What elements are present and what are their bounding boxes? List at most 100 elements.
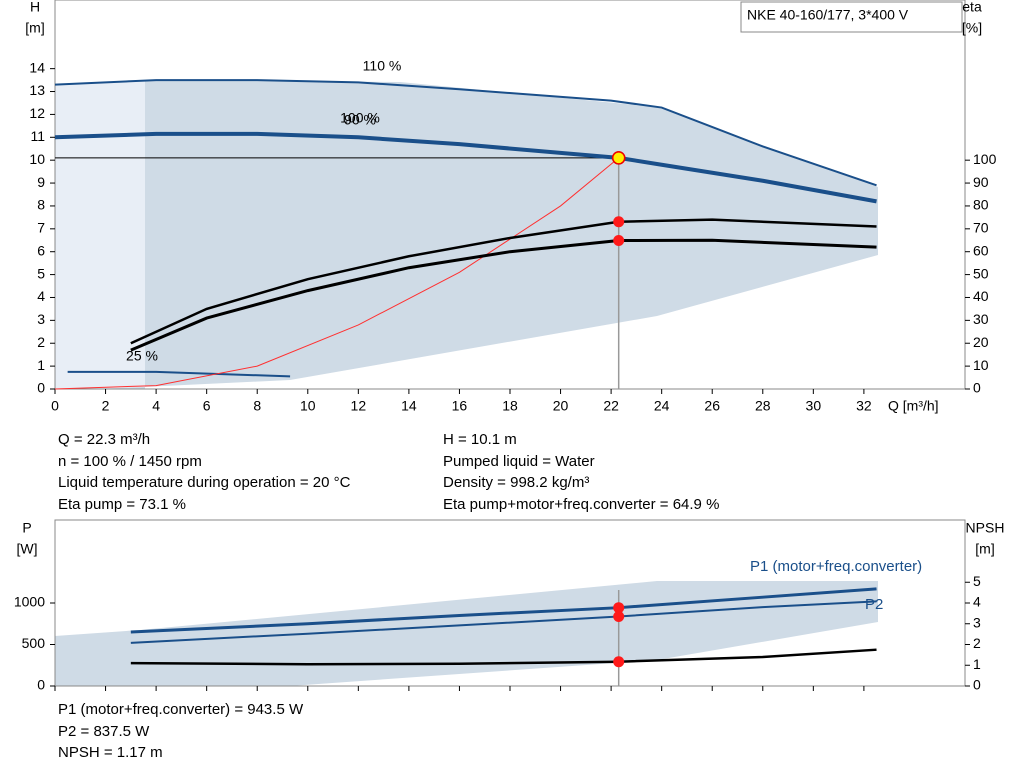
y2-tick-label: 50 xyxy=(973,265,989,281)
x-tick-label: 14 xyxy=(401,398,417,414)
curve-annotation: 100 % xyxy=(340,110,380,126)
curve-annotation: 110 % xyxy=(363,58,402,74)
y-tick-label: 5 xyxy=(37,265,45,281)
x-tick-label: 22 xyxy=(603,398,619,414)
y2-tick-label: 1 xyxy=(973,656,981,672)
y2-tick-label: 3 xyxy=(973,614,981,630)
x-tick-label: 28 xyxy=(755,398,771,414)
x-tick-label: 30 xyxy=(806,398,822,414)
y2-tick-label: 80 xyxy=(973,197,989,213)
operating-marker xyxy=(613,216,625,228)
y2-tick-label: 60 xyxy=(973,242,989,258)
y2-tick-label: 100 xyxy=(973,151,997,167)
y-tick-label: 0 xyxy=(37,677,45,693)
info-line: NPSH = 1.17 m xyxy=(58,744,163,761)
y2-axis-unit: [%] xyxy=(962,20,982,36)
chart-title: NKE 40-160/177, 3*400 V xyxy=(747,7,909,23)
y2-tick-label: 20 xyxy=(973,334,989,350)
y-tick-label: 11 xyxy=(30,128,45,144)
y2-tick-label: 0 xyxy=(973,677,981,693)
y2-tick-label: 2 xyxy=(973,635,981,651)
info-line: Q = 22.3 m³/h xyxy=(58,431,151,448)
y-tick-label: 13 xyxy=(29,82,45,98)
y-tick-label: 12 xyxy=(29,105,45,121)
y-tick-label: 3 xyxy=(37,311,45,327)
series-label: P1 (motor+freq.converter) xyxy=(750,558,922,575)
x-tick-label: 6 xyxy=(203,398,211,414)
y2-tick-label: 10 xyxy=(973,357,989,373)
x-tick-label: 16 xyxy=(452,398,468,414)
x-tick-label: 2 xyxy=(102,398,110,414)
curve xyxy=(130,587,877,634)
x-tick-label: 4 xyxy=(152,398,160,414)
y2-tick-label: 90 xyxy=(973,174,989,190)
series-label: P2 xyxy=(865,596,883,613)
x-tick-label: 32 xyxy=(856,398,872,414)
y-axis-unit: [m] xyxy=(25,20,44,36)
info-line: Pumped liquid = Water xyxy=(443,452,595,470)
y2-tick-label: 30 xyxy=(973,311,989,327)
x-tick-label: 12 xyxy=(351,398,367,414)
operating-marker xyxy=(613,656,625,668)
shaded-range xyxy=(55,80,145,389)
info-line: P2 = 837.5 W xyxy=(58,722,150,740)
title-box xyxy=(740,1,963,33)
y2-tick-label: 70 xyxy=(973,220,989,236)
info-line: H = 10.1 m xyxy=(443,431,517,448)
operating-marker xyxy=(613,602,625,614)
info-line: P1 (motor+freq.converter) = 943.5 W xyxy=(58,701,304,718)
operating-marker xyxy=(613,610,625,622)
operating-marker xyxy=(613,234,625,246)
y-axis-label: H xyxy=(30,0,40,15)
curve xyxy=(130,238,877,352)
curve xyxy=(54,131,877,204)
y-tick-label: 500 xyxy=(22,635,46,651)
curve xyxy=(54,157,620,390)
y-tick-label: 7 xyxy=(37,220,45,236)
operating-marker xyxy=(611,151,626,165)
curve xyxy=(130,600,877,644)
info-line: Density = 998.2 kg/m³ xyxy=(443,474,590,491)
y-tick-label: 4 xyxy=(37,288,45,304)
info-right: H = 10.1 m Pumped liquid = Water Density =… xyxy=(443,429,719,515)
x-tick-label: 20 xyxy=(553,398,569,414)
curve-annotation: 90 % xyxy=(344,112,376,128)
y2-tick-label: 40 xyxy=(973,288,989,304)
x-tick-label: 8 xyxy=(253,398,261,414)
info-line: Eta pump+motor+freq.converter = 64.9 % xyxy=(443,495,720,513)
x-tick-label: 26 xyxy=(704,398,720,414)
shaded-range xyxy=(55,581,878,686)
y-tick-label: 1000 xyxy=(14,594,45,610)
y-tick-label: 8 xyxy=(37,197,45,213)
y-tick-label: 1 xyxy=(37,357,45,373)
curve xyxy=(130,648,877,666)
info-left: Q = 22.3 m³/h n = 100 % / 1450 rpm Liquid … xyxy=(58,429,350,515)
info-bottom: P1 (motor+freq.converter) = 943.5 W P2 = … xyxy=(58,699,303,764)
y-tick-label: 2 xyxy=(37,334,45,350)
y-tick-label: 14 xyxy=(29,59,45,75)
y2-tick-label: 4 xyxy=(973,594,981,610)
y-tick-label: 10 xyxy=(29,151,45,167)
info-line: Eta pump = 73.1 % xyxy=(58,495,186,513)
curve xyxy=(130,218,877,345)
y2-axis-label: eta xyxy=(962,0,982,15)
x-tick-label: 0 xyxy=(51,398,59,414)
shaded-range xyxy=(100,80,878,389)
curve xyxy=(54,79,877,187)
curve-annotation: 25 % xyxy=(126,348,158,364)
x-tick-label: 24 xyxy=(654,398,670,414)
info-line: Liquid temperature during operation = 20… xyxy=(58,474,351,491)
x-axis-label: Q [m³/h] xyxy=(888,398,939,414)
x-tick-label: 18 xyxy=(502,398,518,414)
y2-axis-unit: [m] xyxy=(975,541,994,557)
curve xyxy=(67,370,291,378)
y-axis-unit: [W] xyxy=(17,541,38,557)
y-tick-label: 9 xyxy=(37,174,45,190)
y-axis-label: P xyxy=(22,520,31,536)
x-tick-label: 10 xyxy=(300,398,316,414)
y2-axis-label: NPSH xyxy=(966,520,1005,536)
y2-tick-label: 5 xyxy=(973,573,981,589)
y2-tick-label: 0 xyxy=(973,380,981,396)
